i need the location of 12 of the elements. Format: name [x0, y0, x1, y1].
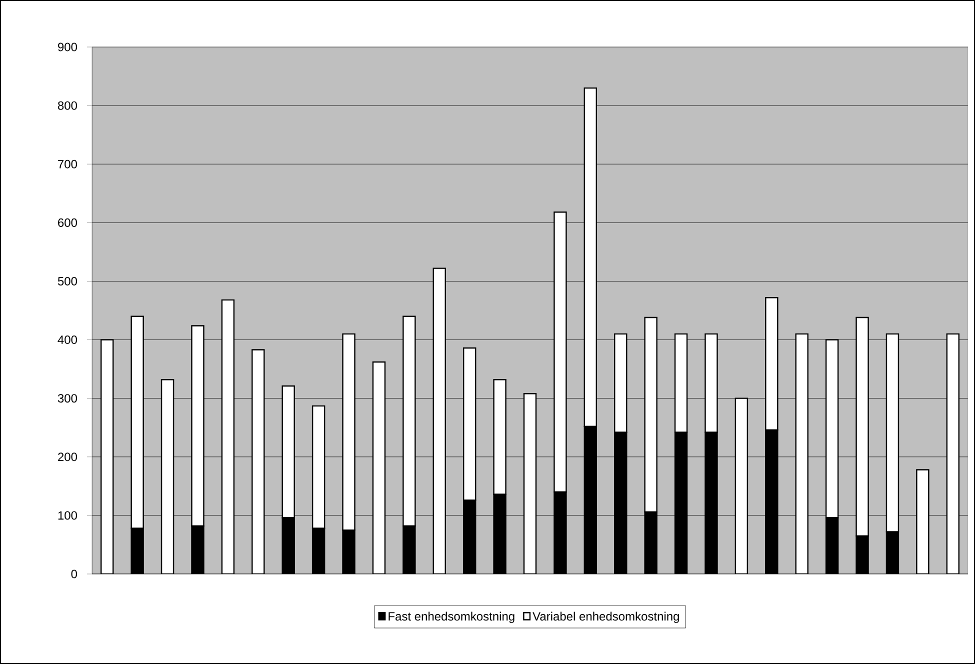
y-tick-label: 700 — [58, 160, 78, 168]
y-tick-label: 900 — [58, 42, 78, 52]
y-tick-label: 500 — [58, 276, 78, 286]
legend-label: Variabel enhedsomkostning — [532, 612, 679, 623]
y-tick-label: 800 — [58, 101, 78, 110]
y-tick-label: 300 — [58, 394, 78, 403]
y-tick-label: 600 — [58, 218, 78, 227]
y-tick-label: 200 — [58, 452, 78, 462]
y-tick-label: 100 — [58, 511, 78, 520]
y-tick-label: 0 — [71, 570, 78, 578]
y-tick-label: 400 — [58, 336, 78, 344]
legend-label: Fast enhedsomkostning — [388, 612, 514, 623]
